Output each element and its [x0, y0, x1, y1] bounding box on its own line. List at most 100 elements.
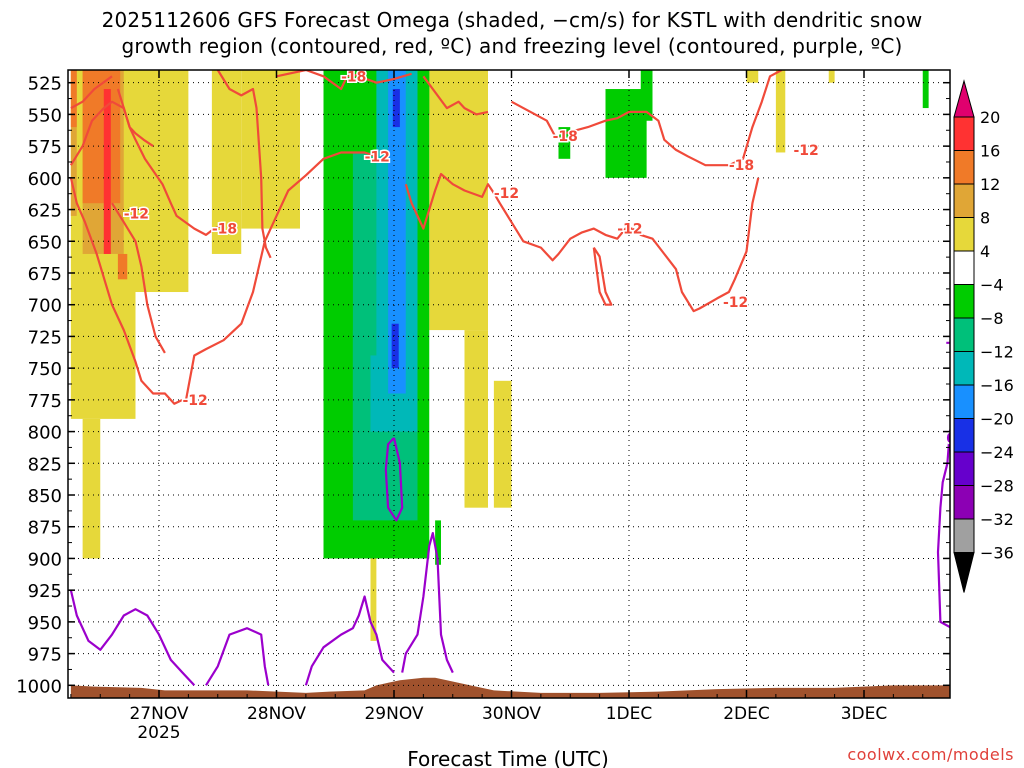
y-tick-label: 600	[28, 169, 62, 190]
dendritic-growth-contour	[116, 88, 154, 148]
omega-shade-region	[828, 70, 835, 83]
omega-shade-region	[82, 70, 121, 204]
omega-shade-region	[391, 323, 399, 369]
contour-label: -12	[794, 143, 819, 159]
omega-shade-region	[70, 70, 77, 216]
y-tick-label: 900	[28, 549, 62, 570]
y-tick-label: 550	[28, 105, 62, 126]
omega-shade-region	[211, 70, 242, 254]
dendritic-growth-contour	[358, 72, 412, 84]
x-tick-label: 27NOV	[129, 704, 188, 724]
contour-label: -12	[723, 295, 748, 311]
colorbar-swatch	[953, 284, 975, 319]
chart-title-line-1: 2025112606 GFS Forecast Omega (shaded, −…	[101, 8, 923, 32]
x-tick-label: 28NOV	[247, 704, 306, 724]
colorbar-bottom-arrow	[953, 552, 975, 593]
dendritic-growth-contour	[404, 172, 760, 313]
omega-shade-region	[464, 330, 488, 508]
contour-label: 0	[946, 431, 956, 447]
colorbar-top-arrow	[953, 79, 975, 118]
dendritic-growth-contour	[422, 75, 489, 116]
y-tick-label: 825	[28, 454, 62, 475]
contour-label: -12	[124, 206, 149, 222]
omega-shade-region	[558, 127, 571, 159]
omega-shade-region	[922, 70, 929, 109]
axes-layer: 525 550 575 600 625 650 675 700 725 750 775 800 825 8…	[16, 69, 951, 743]
freezing-level-contour	[304, 595, 395, 686]
freezing-level-contour	[205, 627, 270, 686]
y-tick-label: 750	[28, 359, 62, 380]
omega-shade-region	[423, 70, 430, 115]
omega-shade-region	[388, 70, 406, 394]
y-tick-label: 700	[28, 296, 62, 317]
colorbar-label: 4	[980, 242, 990, 261]
colorbar-label: −32	[980, 510, 1014, 529]
colorbar-label: −8	[980, 309, 1004, 328]
omega-shade-region	[429, 70, 488, 331]
x-tick-label: 30NOV	[482, 704, 541, 724]
terrain-fill	[70, 677, 950, 698]
dendritic-growth-contour	[70, 75, 113, 110]
y-tick-label: 1000	[16, 676, 62, 697]
contour-layer: -18 -12 -18 -12 -12 -18 -12 -12 -18 -12 -12 0	[69, 70, 964, 687]
contour-label: -18	[729, 158, 754, 174]
dendritic-growth-contour	[184, 151, 377, 401]
y-tick-label: 650	[28, 232, 62, 253]
colorbar-swatch	[953, 351, 975, 386]
colorbar-label: 12	[980, 175, 1000, 194]
contour-label: -12	[617, 222, 642, 238]
omega-shade-region	[775, 70, 786, 153]
contour-label: -18	[553, 129, 578, 145]
colorbar-label: −16	[980, 376, 1014, 395]
colorbar-label: −24	[980, 443, 1014, 462]
omega-shade-region	[352, 330, 371, 457]
omega-shade-region	[70, 70, 77, 128]
x-axis-label: Forecast Time (UTC)	[407, 747, 609, 768]
colorbar-swatch	[953, 150, 975, 185]
freezing-level-contour	[958, 660, 964, 685]
colorbar-label: −4	[980, 276, 1004, 295]
omega-shade-region	[640, 70, 653, 121]
y-tick-label: 575	[28, 137, 62, 158]
omega-shade-region	[241, 70, 300, 229]
colorbar-swatch	[953, 418, 975, 453]
dendritic-growth-contour	[69, 100, 225, 236]
contour-label: -18	[212, 222, 237, 238]
colorbar-swatch	[953, 217, 975, 252]
grid-layer	[68, 70, 950, 698]
dendritic-growth-contour	[69, 177, 183, 405]
colorbar-swatch	[953, 518, 975, 553]
colorbar-label: −28	[980, 477, 1014, 496]
colorbar-label: −20	[980, 410, 1014, 429]
omega-shade-region	[370, 533, 377, 641]
colorbar-swatch	[953, 250, 975, 285]
y-tick-label: 525	[28, 74, 62, 95]
y-tick-label: 950	[28, 613, 62, 634]
omega-shade-region	[605, 89, 647, 178]
colorbar-label: −12	[980, 343, 1014, 362]
colorbar-label: 16	[980, 142, 1000, 161]
dendritic-growth-contour	[111, 202, 166, 354]
dendritic-growth-contour	[592, 246, 613, 306]
y-tick-label: 775	[28, 391, 62, 412]
y-tick-label: 800	[28, 423, 62, 444]
colorbar-swatch	[953, 451, 975, 486]
x-tick-sublabel: 2025	[137, 723, 180, 743]
colorbar-swatch	[953, 183, 975, 218]
dendritic-growth-contour	[564, 110, 729, 167]
colorbar-swatch	[953, 485, 975, 520]
source-watermark[interactable]: coolwx.com/models	[847, 745, 1014, 764]
omega-shade-region	[746, 70, 759, 83]
omega-shade-region	[117, 253, 128, 280]
omega-shade-region	[82, 418, 101, 559]
y-tick-label: 675	[28, 264, 62, 285]
omega-shade-region	[493, 380, 512, 508]
colorbar: 20 16 12 8 4 −4 −8 −12 −16 −20 −24 −28 −32 −36	[953, 79, 1014, 593]
omega-shade-region	[370, 355, 389, 432]
omega-shade-region	[392, 89, 400, 128]
freezing-level-contour	[69, 589, 196, 687]
freezing-level-contour	[401, 532, 454, 674]
y-tick-label: 925	[28, 581, 62, 602]
x-tick-label: 29NOV	[364, 704, 423, 724]
